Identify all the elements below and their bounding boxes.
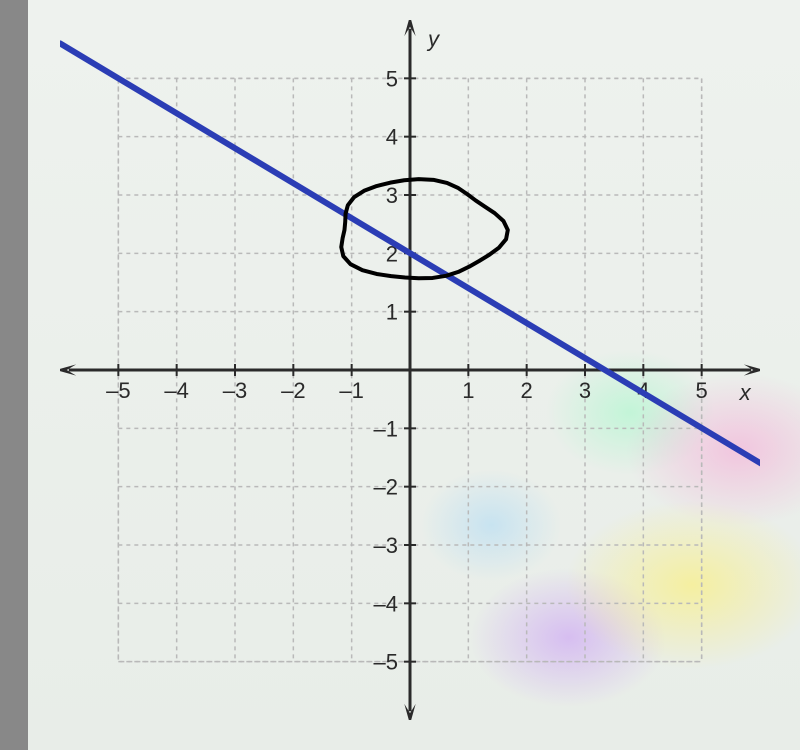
svg-text:2: 2 — [521, 378, 533, 403]
svg-text:5: 5 — [696, 378, 708, 403]
coordinate-chart: –5–4–3–2–112345–5–4–3–2–112345yx — [60, 20, 760, 720]
svg-text:–1: –1 — [374, 416, 398, 441]
svg-text:–2: –2 — [374, 475, 398, 500]
svg-text:–3: –3 — [374, 533, 398, 558]
svg-text:–5: –5 — [374, 650, 398, 675]
svg-text:1: 1 — [462, 378, 474, 403]
svg-text:x: x — [739, 380, 752, 405]
svg-text:1: 1 — [386, 300, 398, 325]
svg-text:–2: –2 — [281, 378, 305, 403]
sidebar-strip — [0, 0, 28, 750]
svg-text:–3: –3 — [223, 378, 247, 403]
svg-text:–1: –1 — [339, 378, 363, 403]
svg-text:–5: –5 — [106, 378, 130, 403]
svg-text:–4: –4 — [374, 591, 398, 616]
svg-text:5: 5 — [386, 66, 398, 91]
svg-text:3: 3 — [579, 378, 591, 403]
svg-text:3: 3 — [386, 183, 398, 208]
svg-text:y: y — [426, 26, 441, 51]
svg-text:–4: –4 — [164, 378, 188, 403]
svg-text:4: 4 — [386, 125, 398, 150]
chart-svg: –5–4–3–2–112345–5–4–3–2–112345yx — [60, 20, 760, 720]
